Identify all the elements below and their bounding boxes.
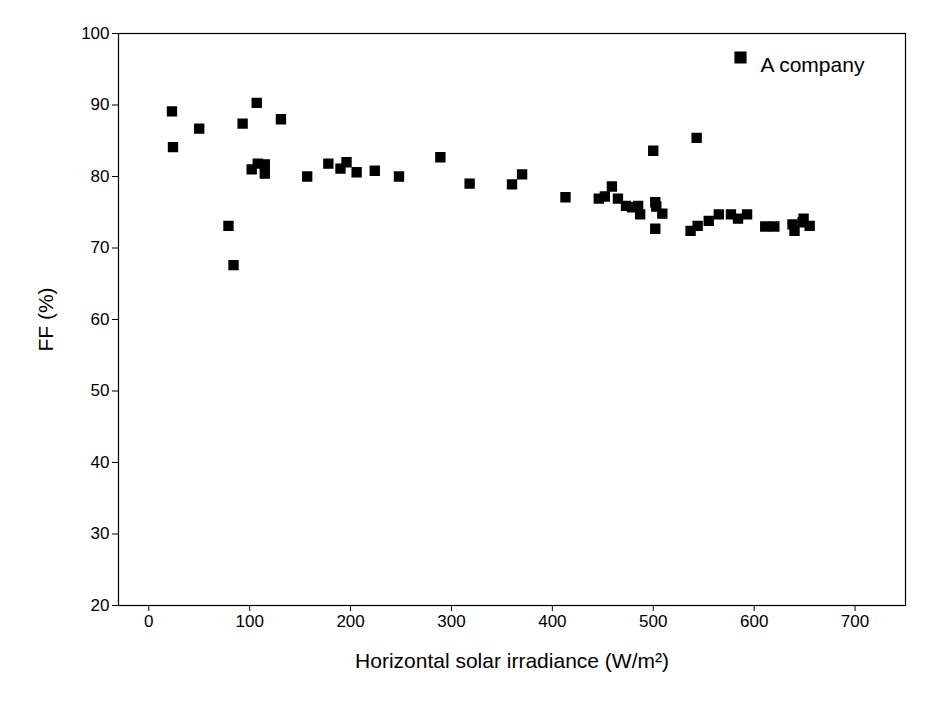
svg-text:600: 600 — [740, 612, 768, 631]
svg-text:700: 700 — [841, 612, 869, 631]
svg-text:20: 20 — [91, 596, 110, 615]
svg-text:0: 0 — [144, 612, 153, 631]
svg-text:50: 50 — [91, 381, 110, 400]
svg-text:200: 200 — [336, 612, 364, 631]
svg-text:30: 30 — [91, 524, 110, 543]
svg-text:60: 60 — [91, 310, 110, 329]
svg-text:400: 400 — [538, 612, 566, 631]
svg-text:500: 500 — [639, 612, 667, 631]
svg-text:70: 70 — [91, 238, 110, 257]
svg-text:FF (%): FF (%) — [34, 287, 57, 351]
svg-text:80: 80 — [91, 167, 110, 186]
svg-text:Horizontal solar irradiance (W: Horizontal solar irradiance (W/m²) — [355, 649, 669, 672]
svg-text:300: 300 — [437, 612, 465, 631]
svg-text:90: 90 — [91, 95, 110, 114]
svg-text:100: 100 — [81, 24, 109, 43]
svg-text:100: 100 — [235, 612, 263, 631]
svg-text:A company: A company — [761, 53, 865, 76]
svg-text:40: 40 — [91, 453, 110, 472]
